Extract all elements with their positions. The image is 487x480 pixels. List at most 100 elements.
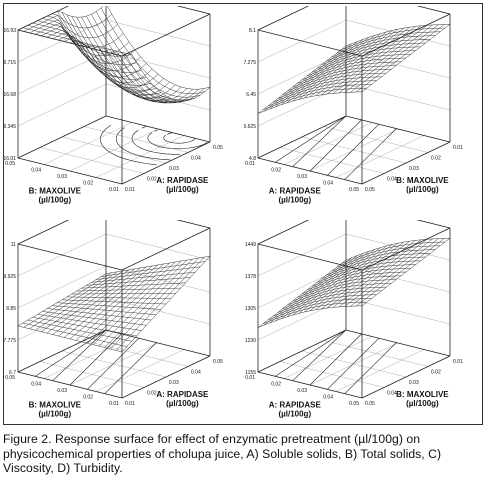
left-axis-title: A: RAPIDASE	[269, 401, 322, 410]
right-axis-unit: (µl/100g)	[406, 185, 439, 194]
left-axis-tick: 0.04	[323, 395, 333, 401]
floor-contours	[100, 124, 208, 166]
box-edge	[17, 329, 107, 373]
mesh-line	[105, 255, 211, 274]
contour-line	[327, 337, 380, 390]
box-edge	[257, 6, 310, 31]
mesh-line	[336, 31, 441, 54]
box-edge	[17, 220, 70, 245]
z-tick-label: 16.93	[4, 28, 16, 34]
mesh-line	[91, 271, 196, 283]
right-axis-unit: (µl/100g)	[406, 399, 439, 408]
right-axis-tick: 0.03	[409, 166, 419, 172]
floor-grid-line	[43, 336, 133, 379]
mesh-line	[304, 30, 393, 99]
left-axis-tick: 0.04	[31, 168, 41, 174]
mesh-line	[263, 257, 352, 326]
box-edge	[345, 329, 451, 357]
box-edge	[105, 329, 211, 357]
left-axis-tick: 0.02	[271, 168, 281, 174]
floor-grid-line	[301, 350, 407, 378]
box-edge	[345, 115, 451, 143]
box-edge	[257, 329, 347, 373]
right-axis-tick: 0.05	[365, 187, 375, 193]
mesh-line	[280, 37, 370, 105]
contour-line	[52, 329, 107, 381]
left-axis-tick: 0.01	[109, 187, 119, 193]
wall-grid-line	[17, 220, 211, 245]
mesh-line	[257, 259, 347, 328]
mesh-line	[100, 7, 206, 94]
box-edge	[121, 13, 211, 57]
box-edge	[257, 29, 363, 57]
right-axis-tick: 0.01	[125, 401, 135, 407]
floor-contours	[35, 329, 157, 394]
right-axis-tick: 0.04	[191, 370, 201, 376]
left-axis-unit: (µl/100g)	[38, 410, 71, 419]
z-tick-label: 1305	[245, 306, 256, 312]
contour-line	[292, 329, 347, 381]
mesh-line	[35, 270, 124, 331]
bounding-box	[17, 220, 211, 399]
box-edge	[17, 115, 107, 159]
contour-line	[309, 119, 362, 172]
left-axis-tick: 0.04	[31, 382, 41, 388]
left-axis-tick: 0.01	[109, 401, 119, 407]
floor-grid-line	[323, 126, 429, 153]
mesh-line	[331, 249, 436, 272]
figure-frame	[3, 3, 483, 425]
z-tick-label: 1155	[245, 370, 256, 376]
mesh-line	[61, 12, 167, 99]
right-axis-tick: 0.02	[147, 177, 157, 183]
mesh-line	[269, 255, 358, 324]
contour-line	[141, 125, 147, 129]
mesh-line	[269, 41, 358, 110]
right-axis-tick: 0.01	[125, 187, 135, 193]
z-tick-label: 1449	[245, 242, 256, 248]
z-tick-label: 16.01	[4, 156, 16, 162]
right-axis-unit: (µl/100g)	[166, 185, 199, 194]
box-edge	[257, 115, 347, 159]
box-edge	[176, 6, 211, 15]
floor-grid-line	[283, 336, 373, 379]
z-tick-label: 16.68	[4, 92, 16, 98]
box-edge	[361, 141, 451, 185]
floor-grid-line	[83, 340, 189, 367]
box-edge	[17, 243, 123, 271]
surface-plot: 11551230130513781449Turbidity (NTU)0.010…	[245, 220, 463, 419]
mesh-line	[40, 269, 130, 332]
mesh-line	[263, 43, 352, 112]
floor-grid	[257, 115, 451, 185]
right-axis-tick: 0.05	[213, 145, 223, 151]
right-axis-tick: 0.03	[169, 166, 179, 172]
floor-contours	[275, 115, 397, 180]
contour-line	[87, 337, 140, 390]
wall-grid-line	[257, 297, 451, 341]
left-axis-tick: 0.01	[245, 375, 255, 381]
box-edge	[257, 243, 363, 271]
floor-grid	[17, 329, 211, 399]
contour-line	[327, 123, 380, 176]
z-tick-label: 1230	[245, 338, 256, 344]
left-axis-title: A: RAPIDASE	[269, 187, 322, 196]
mesh-line	[336, 245, 441, 268]
contour-line	[275, 329, 347, 377]
bounding-box	[17, 6, 211, 185]
z-tick-label: 16.715	[4, 60, 16, 66]
mesh-line	[345, 237, 451, 261]
mesh-line	[17, 273, 107, 327]
right-axis-title: B: MAXOLIVE	[396, 176, 449, 185]
left-axis-tick: 0.02	[271, 382, 281, 388]
wall-grid	[257, 220, 451, 341]
right-axis-title: B: MAXOLIVE	[396, 390, 449, 399]
right-axis-tick: 0.05	[213, 359, 223, 365]
mesh-line	[76, 287, 181, 292]
z-tick-label: 5.625	[244, 124, 256, 130]
contour-line	[147, 132, 208, 150]
floor-grid-line	[43, 122, 133, 165]
box-edge	[121, 355, 211, 399]
surface-mesh	[257, 23, 451, 114]
floor-contours	[275, 329, 397, 394]
